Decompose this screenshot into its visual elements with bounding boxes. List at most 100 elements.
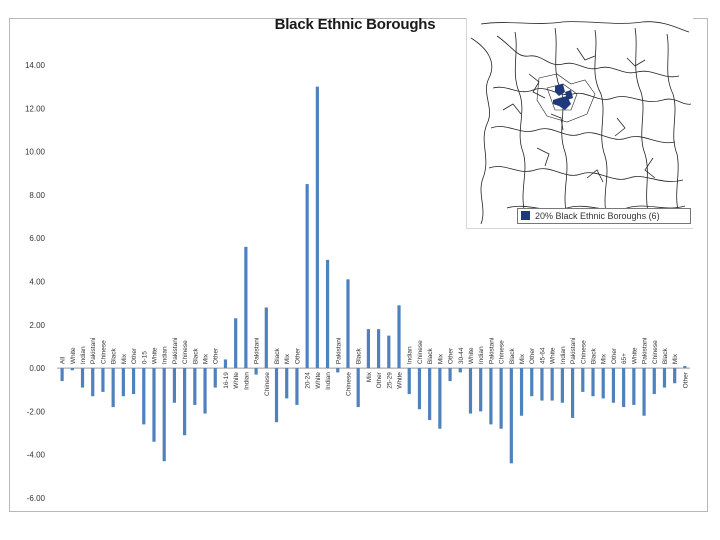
- x-tick-label: Other: [376, 371, 383, 388]
- map-legend-label: 20% Black Ethnic Boroughs (6): [535, 211, 660, 221]
- x-tick-label: 0-15: [141, 351, 148, 364]
- x-tick-label: Mix: [366, 371, 373, 382]
- bar: [479, 368, 483, 412]
- x-tick-label: Other: [213, 347, 220, 364]
- x-tick-label: Black: [356, 347, 363, 364]
- y-tick-label: 6.00: [29, 234, 45, 243]
- x-tick-label: Other: [131, 347, 138, 364]
- x-tick-label: Chinese: [417, 340, 424, 364]
- bar: [540, 368, 544, 401]
- x-tick-label: White: [151, 347, 158, 364]
- map-legend: 20% Black Ethnic Boroughs (6): [517, 208, 691, 224]
- x-tick-label: Pakistani: [335, 338, 342, 364]
- x-tick-label: 45-64: [539, 347, 546, 364]
- bar: [254, 368, 258, 375]
- x-tick-label: Indian: [243, 372, 250, 390]
- x-tick-label: 30-44: [458, 347, 465, 364]
- x-tick-label: Chinese: [182, 340, 189, 364]
- x-tick-label: Black: [662, 347, 669, 364]
- x-tick-label: Mix: [437, 353, 444, 364]
- bar: [223, 359, 228, 369]
- x-tick-label: Black: [427, 347, 434, 364]
- x-tick-label: White: [550, 347, 557, 364]
- bar: [683, 365, 687, 369]
- bar: [652, 368, 656, 395]
- bar: [70, 368, 74, 371]
- bar: [428, 368, 432, 421]
- bar: [203, 368, 207, 414]
- bar: [632, 368, 636, 405]
- x-tick-label: Indian: [162, 346, 169, 364]
- bar: [570, 368, 575, 418]
- x-tick-label: Other: [529, 347, 536, 364]
- bar: [417, 368, 422, 410]
- bar: [560, 368, 564, 403]
- bar: [622, 368, 626, 408]
- bar: [172, 368, 177, 403]
- bar: [499, 368, 503, 429]
- bar: [162, 368, 166, 462]
- bar: [377, 329, 381, 369]
- bar: [519, 368, 524, 416]
- x-tick-label: Pakistani: [570, 338, 577, 364]
- bar: [458, 368, 462, 373]
- x-tick-label: Chinese: [264, 372, 271, 396]
- x-tick-label: Chinese: [499, 340, 506, 364]
- bar: [581, 368, 585, 392]
- bar: [131, 368, 136, 395]
- x-tick-label: Mix: [672, 353, 679, 364]
- chart-title: Black Ethnic Boroughs: [274, 16, 436, 33]
- bar: [152, 368, 156, 442]
- bar: [387, 335, 391, 369]
- x-tick-label: All: [60, 356, 67, 364]
- bar: [234, 318, 238, 369]
- y-tick-label: 8.00: [29, 191, 45, 200]
- x-tick-label: White: [315, 372, 322, 389]
- x-tick-label: Indian: [325, 372, 332, 390]
- bar: [295, 368, 299, 405]
- x-tick-label: Chinese: [345, 372, 352, 396]
- bar: [142, 368, 146, 425]
- bar: [591, 368, 595, 397]
- bar: [80, 368, 85, 388]
- bar: [285, 368, 289, 399]
- bar: [366, 329, 370, 369]
- x-tick-label: Other: [294, 347, 301, 364]
- y-tick-label: 14.00: [25, 61, 46, 70]
- x-tick-label: Other: [448, 347, 455, 364]
- bar: [662, 368, 667, 388]
- x-tick-label: Black: [274, 347, 281, 364]
- y-tick-label: -6.00: [27, 494, 46, 503]
- x-tick-label: Mix: [601, 353, 608, 364]
- bars: [60, 86, 687, 464]
- bar: [346, 279, 350, 369]
- legend-swatch: [521, 211, 530, 220]
- bar: [213, 368, 217, 388]
- bar: [407, 368, 411, 395]
- x-tick-label: Pakistani: [642, 338, 649, 364]
- x-tick-label: 25-29: [386, 372, 393, 389]
- x-tick-label: Indian: [80, 346, 87, 364]
- x-tick-label: Black: [591, 347, 598, 364]
- x-tick-label: Indian: [478, 346, 485, 364]
- bar: [101, 368, 105, 392]
- bar: [530, 368, 534, 397]
- bar: [611, 368, 616, 403]
- bar: [193, 368, 197, 405]
- y-tick-label: 0.00: [29, 364, 45, 373]
- bar: [448, 368, 452, 382]
- x-tick-label: Pakistani: [90, 338, 97, 364]
- bar: [468, 368, 473, 414]
- x-tick-label: Mix: [284, 353, 291, 364]
- x-tick-label: Mix: [203, 353, 210, 364]
- x-tick-label: Black: [192, 347, 199, 364]
- x-tick-label: Pakistani: [254, 338, 261, 364]
- y-axis: -6.00 -4.00 -2.00 0.00 2.00 4.00 6.00 8.00 10.00…: [25, 61, 690, 503]
- y-tick-label: 4.00: [29, 278, 45, 287]
- x-tick-label: Indian: [560, 346, 567, 364]
- x-tick-label: Indian: [407, 346, 414, 364]
- x-tick-label: 16-19: [223, 372, 230, 389]
- x-tick-label: White: [233, 372, 240, 389]
- bar: [601, 368, 605, 399]
